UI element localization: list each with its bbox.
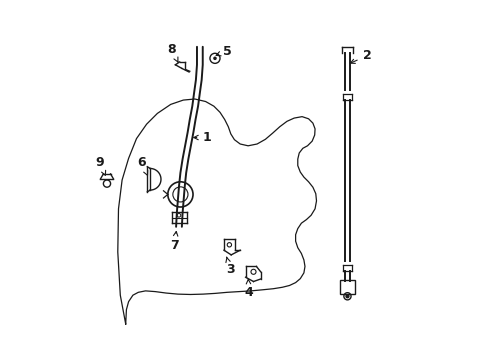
Text: 6: 6: [137, 156, 147, 175]
Text: 7: 7: [169, 231, 178, 252]
Text: 1: 1: [193, 131, 211, 144]
Text: 2: 2: [350, 49, 370, 63]
Bar: [340, 280, 354, 294]
Text: 3: 3: [225, 257, 234, 276]
Circle shape: [213, 57, 216, 59]
Circle shape: [346, 295, 348, 298]
Text: 9: 9: [95, 156, 105, 175]
Text: 4: 4: [244, 279, 253, 299]
Text: 8: 8: [167, 43, 178, 62]
Text: 5: 5: [216, 45, 231, 58]
